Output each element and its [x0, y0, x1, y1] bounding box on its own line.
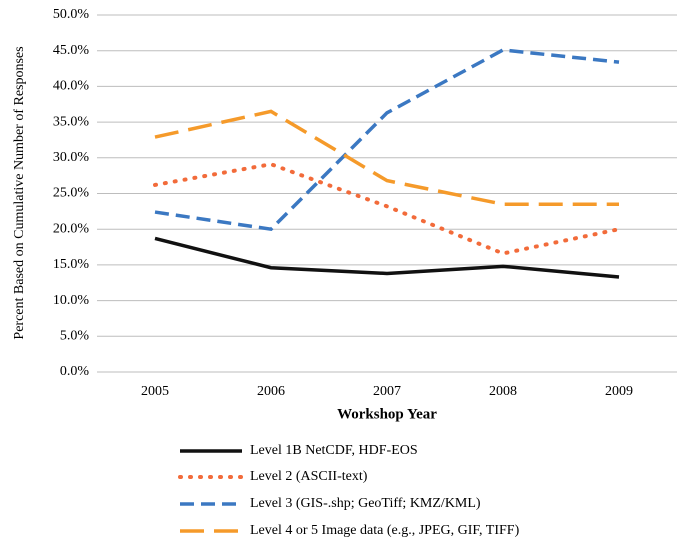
legend-label: Level 2 (ASCII-text) [250, 469, 368, 484]
x-tick-label: 2009 [605, 384, 633, 399]
x-axis-label: Workshop Year [337, 406, 437, 422]
x-tick-label: 2006 [257, 384, 285, 399]
y-tick-label: 50.0% [53, 7, 90, 22]
y-tick-label: 40.0% [53, 79, 90, 94]
legend-label: Level 4 or 5 Image data (e.g., JPEG, GIF… [250, 523, 520, 538]
series-line [153, 162, 621, 256]
series-line [154, 48, 620, 232]
y-tick-label: 30.0% [53, 150, 90, 165]
series-line [154, 236, 620, 279]
y-tick-label: 15.0% [53, 257, 90, 272]
y-tick-label: 0.0% [60, 364, 90, 379]
y-tick-label: 10.0% [53, 293, 90, 308]
y-tick-label: 25.0% [53, 186, 90, 201]
series-line [154, 109, 619, 206]
legend-label: Level 3 (GIS-.shp; GeoTiff; KMZ/KML) [250, 496, 481, 511]
y-tick-label: 5.0% [60, 329, 90, 344]
x-tick-label: 2008 [489, 384, 517, 399]
y-tick-label: 35.0% [53, 114, 90, 129]
y-axis-label: Percent Based on Cumulative Number of Re… [12, 46, 27, 339]
y-tick-label: 20.0% [53, 221, 90, 236]
x-tick-label: 2005 [141, 384, 169, 399]
x-tick-label: 2007 [373, 384, 401, 399]
y-tick-label: 45.0% [53, 43, 90, 58]
legend-label: Level 1B NetCDF, HDF-EOS [250, 443, 418, 458]
